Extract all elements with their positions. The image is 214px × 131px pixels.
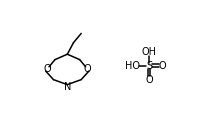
Text: N: N [64, 82, 71, 92]
Text: O: O [145, 75, 153, 85]
Text: O: O [83, 64, 91, 74]
Text: HO: HO [125, 61, 140, 71]
Text: S: S [146, 61, 152, 71]
Text: O: O [159, 61, 167, 71]
Text: OH: OH [141, 47, 156, 57]
Text: O: O [43, 64, 51, 74]
